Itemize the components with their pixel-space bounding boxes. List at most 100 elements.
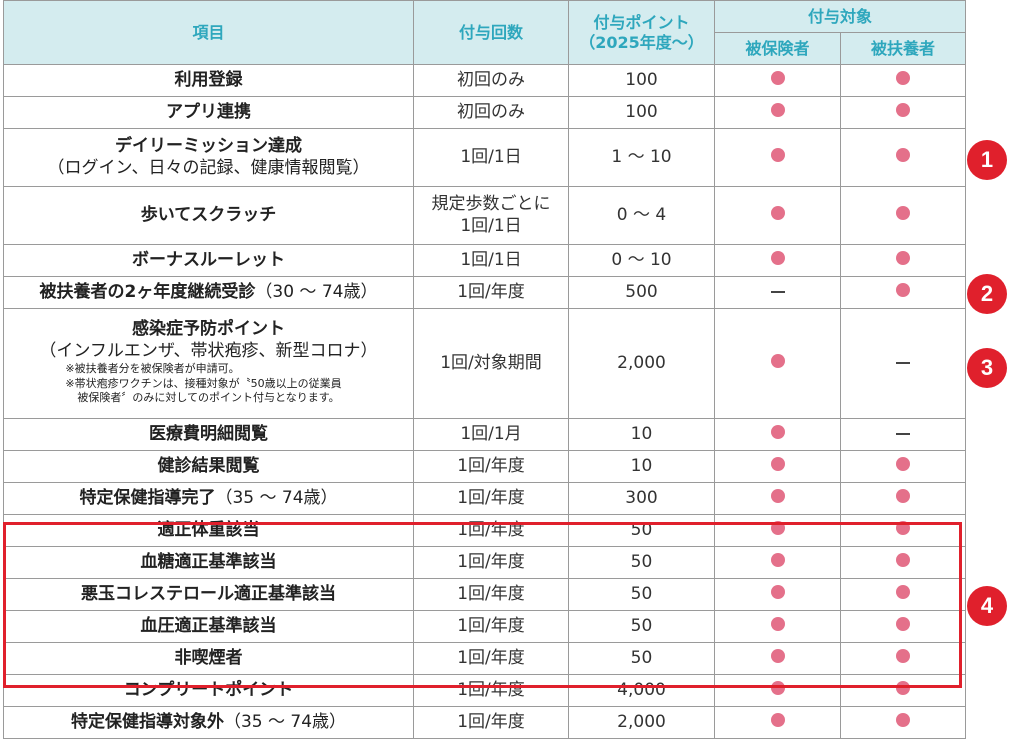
mark-dot-icon bbox=[896, 680, 910, 695]
mark-dot-icon bbox=[896, 712, 910, 727]
mark-dot-icon bbox=[770, 712, 785, 727]
row-points: 2,000 bbox=[568, 706, 715, 739]
mark-dot-icon bbox=[896, 520, 910, 535]
row-dependent bbox=[839, 96, 967, 129]
row-dependent bbox=[839, 244, 967, 277]
row-count: 1回/年度 bbox=[413, 276, 569, 309]
row-dependent bbox=[839, 642, 967, 675]
row-dependent bbox=[839, 546, 967, 579]
header-target: 付与対象 bbox=[713, 0, 967, 33]
row-insured bbox=[714, 610, 841, 643]
row-dependent bbox=[839, 186, 967, 245]
mark-dot-icon bbox=[770, 147, 785, 162]
badge-1: 1 bbox=[967, 140, 1007, 180]
table-row: 非喫煙者 1回/年度 50 bbox=[3, 642, 967, 675]
mark-dot-icon bbox=[770, 424, 785, 439]
row-item: 健診結果閲覧 bbox=[3, 450, 414, 483]
row-insured bbox=[714, 64, 841, 97]
row-item-suffix: （35 〜 74歳） bbox=[215, 487, 338, 508]
row-insured bbox=[714, 128, 841, 187]
row-points: 2,000 bbox=[568, 308, 715, 419]
row-points: 300 bbox=[568, 482, 715, 515]
row-dependent bbox=[839, 706, 967, 739]
mark-dot-icon bbox=[896, 488, 910, 503]
header-dependent: 被扶養者 bbox=[839, 32, 967, 65]
row-count: 初回のみ bbox=[413, 64, 569, 97]
row-insured bbox=[714, 244, 841, 277]
row-count: 1回/年度 bbox=[413, 578, 569, 611]
mark-dot-icon bbox=[770, 205, 785, 220]
row-item-suffix: （35 〜 74歳） bbox=[223, 711, 347, 732]
note-line: ※帯状疱疹ワクチンは、接種対象が〝50歳以上の従業員 bbox=[65, 376, 342, 390]
mark-dot-icon bbox=[896, 584, 910, 599]
row-count: 1回/年度 bbox=[413, 450, 569, 483]
header-points-line1: 付与ポイント bbox=[593, 12, 690, 32]
row-dependent bbox=[839, 418, 967, 451]
mark-dot-icon bbox=[896, 552, 910, 567]
mark-dot-icon bbox=[896, 648, 910, 663]
table-row: 血圧適正基準該当 1回/年度 50 bbox=[3, 610, 967, 643]
row-insured bbox=[714, 186, 841, 245]
header-row-2: 被保険者 被扶養者 bbox=[4, 32, 967, 65]
row-insured bbox=[714, 96, 841, 129]
row-item-title: 被扶養者の2ヶ年度継続受診 bbox=[39, 281, 256, 302]
row-count: 1回/年度 bbox=[413, 642, 569, 675]
row-points: 10 bbox=[568, 418, 715, 451]
mark-dot-icon bbox=[896, 70, 910, 85]
row-count: 1回/1月 bbox=[413, 418, 569, 451]
row-item: 特定保健指導対象外（35 〜 74歳） bbox=[3, 706, 414, 739]
mark-dot-icon bbox=[770, 520, 785, 535]
row-item-notes: ※被扶養者分を被保険者が申請可。 ※帯状疱疹ワクチンは、接種対象が〝50歳以上の… bbox=[65, 362, 341, 407]
row-points: 4,000 bbox=[568, 674, 715, 707]
row-dependent bbox=[839, 482, 967, 515]
row-item: 感染症予防ポイント （インフルエンザ、帯状疱疹、新型コロナ） ※被扶養者分を被保… bbox=[3, 308, 414, 419]
table-row: ボーナスルーレット 1回/1日 0 〜 10 bbox=[3, 244, 967, 277]
row-item-sub: （ログイン、日々の記録、健康情報閲覧） bbox=[47, 157, 370, 178]
mark-dot-icon bbox=[896, 102, 910, 117]
mark-dot-icon bbox=[770, 102, 785, 117]
row-item: ボーナスルーレット bbox=[3, 244, 414, 277]
row-insured bbox=[714, 308, 841, 419]
row-count: 初回のみ bbox=[413, 96, 569, 129]
badge-4: 4 bbox=[967, 586, 1007, 626]
row-count: 1回/年度 bbox=[413, 706, 569, 739]
row-item: 血圧適正基準該当 bbox=[3, 610, 414, 643]
row-points: 1 〜 10 bbox=[568, 128, 715, 187]
row-insured bbox=[714, 482, 841, 515]
row-dependent bbox=[839, 308, 967, 419]
table-row: 悪玉コレステロール適正基準該当 1回/年度 50 bbox=[3, 578, 967, 611]
dash-icon bbox=[896, 361, 910, 364]
row-item: 利用登録 bbox=[3, 64, 414, 97]
row-dependent bbox=[839, 610, 967, 643]
row-insured bbox=[714, 578, 841, 611]
row-item-title: 感染症予防ポイント bbox=[132, 319, 285, 340]
table-row: 特定保健指導完了（35 〜 74歳） 1回/年度 300 bbox=[3, 482, 967, 515]
row-insured bbox=[714, 706, 841, 739]
row-points: 50 bbox=[568, 514, 715, 547]
table-row: 健診結果閲覧 1回/年度 10 bbox=[3, 450, 967, 483]
mark-dot-icon bbox=[770, 456, 785, 471]
row-item-title: デイリーミッション達成 bbox=[115, 136, 302, 157]
header-points: 付与ポイント （2025年度〜） bbox=[568, 0, 715, 65]
row-dependent bbox=[839, 128, 967, 187]
row-count: 1回/対象期間 bbox=[413, 308, 569, 419]
dash-icon bbox=[896, 432, 910, 435]
mark-dot-icon bbox=[770, 552, 785, 567]
table-row: 適正体重該当 1回/年度 50 bbox=[3, 514, 967, 547]
row-item: 適正体重該当 bbox=[3, 514, 414, 547]
row-dependent bbox=[839, 450, 967, 483]
header-item: 項目 bbox=[3, 0, 414, 65]
badge-3: 3 bbox=[967, 348, 1007, 388]
row-item: 特定保健指導完了（35 〜 74歳） bbox=[3, 482, 414, 515]
row-points: 50 bbox=[568, 642, 715, 675]
row-insured bbox=[714, 276, 841, 309]
table-row: 特定保健指導対象外（35 〜 74歳） 1回/年度 2,000 bbox=[3, 706, 967, 739]
row-insured bbox=[714, 546, 841, 579]
row-item: アプリ連携 bbox=[3, 96, 414, 129]
mark-dot-icon bbox=[770, 353, 785, 368]
row-item: 悪玉コレステロール適正基準該当 bbox=[3, 578, 414, 611]
points-table: 項目 付与回数 付与ポイント （2025年度〜） 付与対象 被保険者 被扶養者 … bbox=[3, 0, 967, 739]
mark-dot-icon bbox=[770, 584, 785, 599]
row-dependent bbox=[839, 514, 967, 547]
table-row: 利用登録 初回のみ 100 bbox=[3, 64, 967, 97]
